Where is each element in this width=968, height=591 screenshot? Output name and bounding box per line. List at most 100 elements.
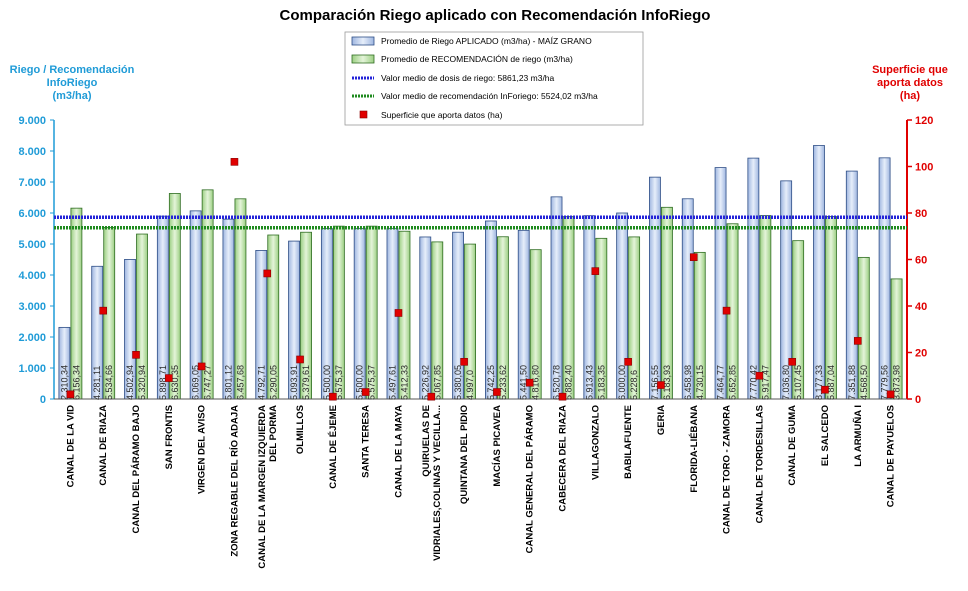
legend-label-applied: Promedio de Riego APLICADO (m3/ha) - MAÍ…: [381, 36, 592, 46]
data-label-recommendation: 6.156,34: [71, 365, 81, 400]
data-label-applied: 5.093,91: [289, 365, 299, 400]
data-label-recommendation: 6.747,27: [203, 365, 213, 400]
data-label-recommendation: 5.290,05: [268, 365, 278, 400]
surface-marker: [788, 357, 796, 366]
data-label-recommendation: 6.630,35: [170, 365, 180, 400]
data-label-recommendation: 5.107,45: [793, 365, 803, 400]
data-label-recommendation: 5.882,40: [564, 365, 574, 400]
category-label: QUIRUELAS DE: [421, 405, 432, 477]
bar-applied: [813, 145, 825, 400]
data-label-applied: 7.156,55: [650, 365, 660, 400]
left-axis-tick-label: 7.000: [18, 177, 46, 189]
category-label: CANAL DE GUMA: [787, 405, 798, 486]
category-label: ZONA REGABLE DEL RÍO ADAJA: [229, 405, 240, 557]
right-axis-tick-label: 20: [915, 348, 927, 360]
data-label-recommendation: 5.534,66: [104, 365, 114, 400]
surface-marker: [427, 392, 436, 401]
data-label-applied: 5.497,61: [387, 365, 397, 400]
category-label: SANTA TERESA: [361, 405, 372, 478]
data-label-recommendation: 5.228,6: [629, 370, 639, 400]
data-label-recommendation: 5.917,47: [760, 365, 770, 400]
data-label-recommendation: 5.575,37: [334, 365, 344, 400]
surface-marker: [755, 371, 764, 380]
category-label: GERIA: [656, 405, 667, 435]
category-label: MACÍAS PICAVEA: [492, 405, 503, 487]
right-axis-tick-label: 40: [915, 301, 927, 313]
data-label-applied: 5.742,25: [486, 365, 496, 400]
data-label-applied: 5.226,92: [420, 365, 430, 400]
category-label: DEL PORMA: [268, 405, 279, 462]
category-label: VILLAGONZALO: [590, 405, 601, 480]
surface-marker: [624, 357, 632, 366]
bar-applied: [878, 157, 891, 400]
legend-label-mean-recommendation: Valor medio de recomendación InForiego: …: [381, 91, 598, 101]
surface-marker: [99, 306, 108, 315]
data-label-applied: 5.380,05: [453, 365, 463, 400]
category-label: SAN FRONTIS: [164, 405, 175, 469]
plot-area: 0 1.000 2.000 3.000 4.000 5.000 6.000 7.000 8.00…: [18, 115, 933, 569]
surface-marker: [460, 357, 468, 366]
surface-marker: [657, 381, 665, 389]
surface-marker: [689, 253, 698, 261]
surface-marker: [230, 158, 239, 166]
category-label: OLMILLOS: [295, 405, 306, 454]
surface-marker: [263, 269, 272, 278]
left-axis-tick-label: 9.000: [18, 115, 46, 127]
data-label-recommendation: 5.575,37: [367, 365, 377, 400]
category-label: CANAL DE ÉJEME: [328, 405, 339, 489]
surface-marker: [394, 309, 403, 317]
legend-label-surface: Superficie que aporta datos (ha): [381, 110, 503, 120]
data-label-recommendation: 4.568,50: [859, 365, 869, 400]
data-label-applied: 6.000,00: [617, 365, 627, 400]
data-label-applied: 7.351,88: [847, 365, 857, 400]
left-axis-tick-label: 8.000: [18, 146, 46, 158]
data-label-applied: 7.036,80: [781, 365, 791, 400]
data-label-applied: 4.281,11: [92, 366, 102, 400]
category-label: CANAL DE TORO - ZAMORA: [722, 405, 733, 534]
legend-label-recommendation: Promedio de RECOMENDACIÓN de riego (m3/h…: [381, 54, 573, 64]
data-label-applied: 7.779,56: [880, 365, 890, 400]
legend-swatch-applied: [351, 36, 375, 46]
category-label: CANAL DE LA MARGEN IZQUIERDA: [257, 405, 268, 569]
data-label-applied: 5.898,71: [158, 365, 168, 400]
surface-marker: [853, 337, 862, 345]
left-axis-title-line-2: InfoRiego: [47, 77, 98, 89]
surface-marker: [493, 388, 501, 396]
surface-marker: [591, 267, 600, 275]
left-axis-title: Riego / Recomendación InfoRiego (m3/ha): [10, 64, 135, 102]
data-label-recommendation: 5.067,85: [432, 365, 442, 400]
category-label: CANAL DE TORDESILLAS: [754, 405, 765, 523]
category-label: LA ARMUÑA I: [853, 405, 864, 467]
data-label-recommendation: 3.873,98: [892, 365, 902, 400]
legend-box: [344, 31, 644, 126]
data-label-recommendation: 5.320,94: [137, 365, 147, 400]
category-label: EL SALCEDO: [820, 405, 831, 466]
right-axis-tick-label: 60: [915, 255, 927, 267]
data-label-recommendation: 5.233,62: [498, 365, 508, 400]
surface-marker: [525, 378, 534, 387]
data-label-recommendation: 5.183,35: [596, 365, 606, 400]
left-axis-tick-label: 4.000: [18, 270, 46, 282]
data-label-recommendation: 5.887,04: [826, 365, 836, 400]
surface-marker: [558, 392, 567, 401]
surface-marker: [329, 392, 337, 401]
right-axis-title: Superficie que aporta datos (ha): [872, 64, 948, 102]
data-label-applied: 5.441,50: [519, 365, 529, 400]
data-label-applied: 5.500,00: [355, 365, 365, 400]
category-label: VIDRIALES,COLINAS Y VECILLA...: [432, 405, 443, 561]
data-label-recommendation: 6.183,93: [662, 365, 672, 400]
bar-applied: [747, 157, 760, 400]
category-label: QUINTANA DEL PIDIO: [459, 405, 470, 504]
legend-marker-surface: [359, 110, 368, 119]
left-axis-tick-label: 3.000: [18, 301, 46, 313]
data-label-applied: 8.177,33: [814, 365, 824, 400]
left-axis-title-line-3: (m3/ha): [52, 90, 91, 102]
surface-marker: [132, 351, 140, 359]
data-label-applied: 5.913,43: [584, 365, 594, 400]
data-label-applied: 7.770,42: [748, 365, 758, 400]
data-label-recommendation: 4.816,80: [531, 365, 541, 400]
surface-marker: [886, 390, 895, 399]
category-label: CANAL DE LA MAYA: [393, 405, 404, 498]
category-label: CANAL DE RIAZA: [98, 405, 109, 486]
